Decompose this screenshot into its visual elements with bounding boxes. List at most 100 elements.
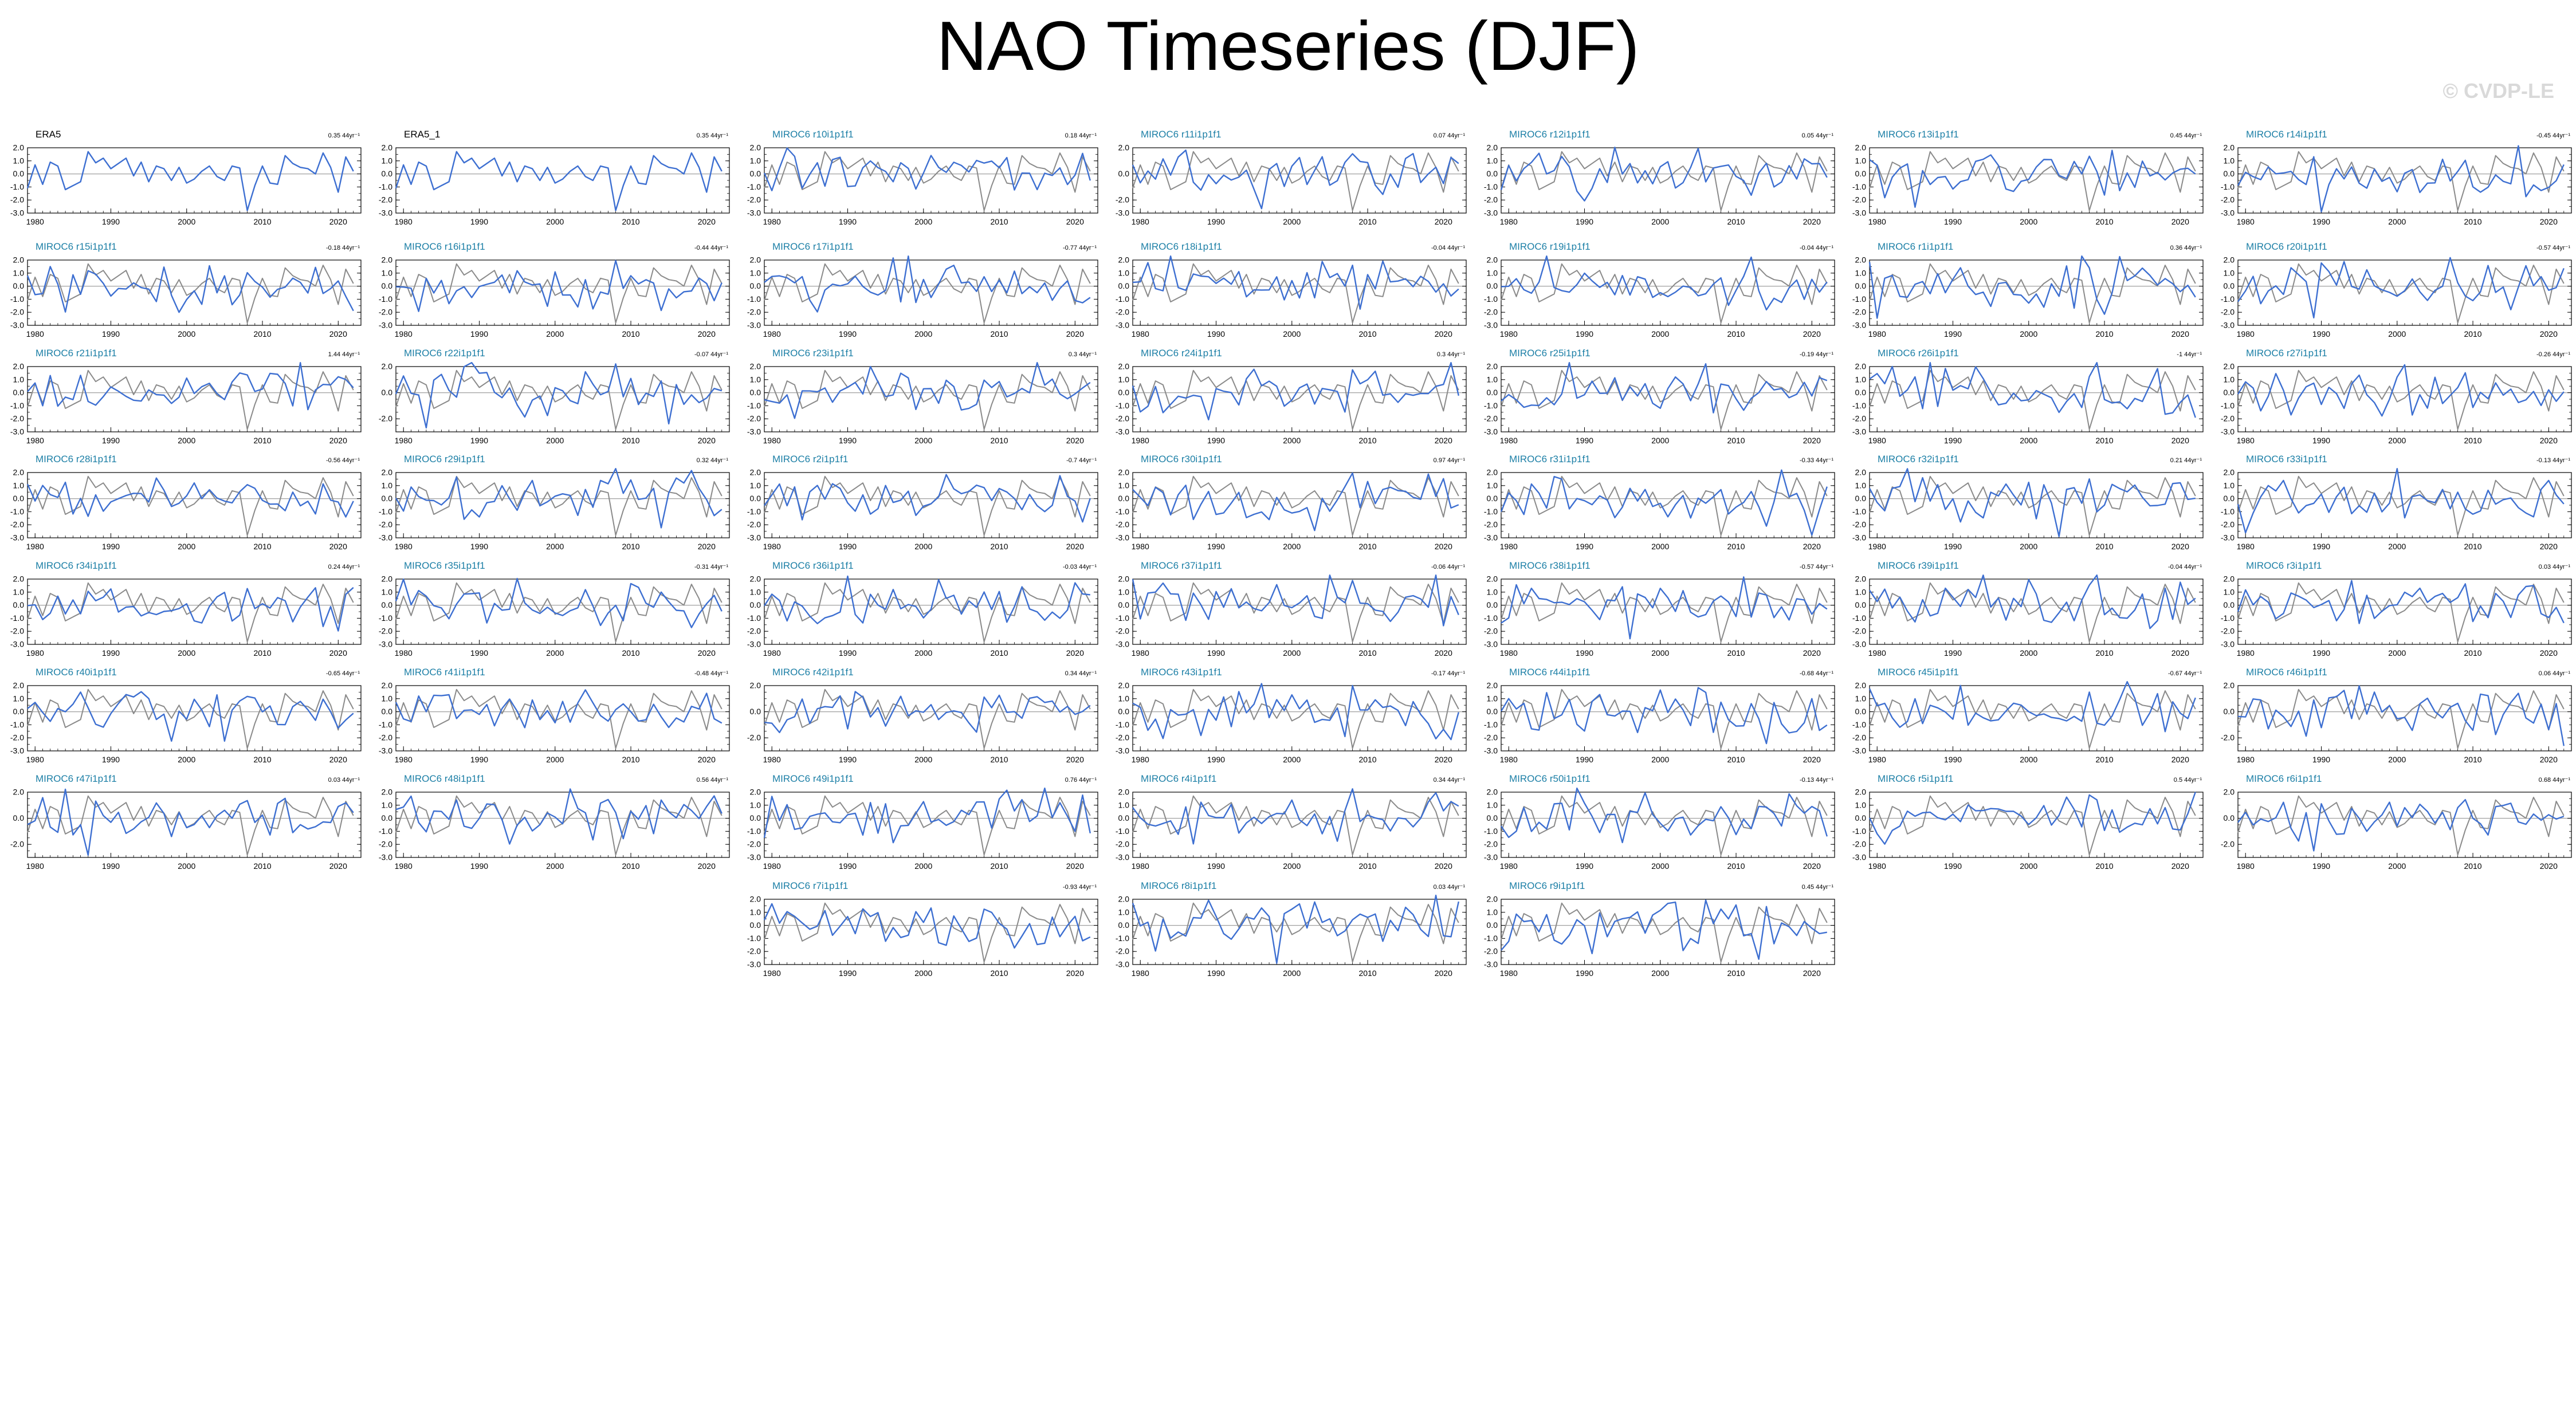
nao-panel: MIROC6 r46i1p1f1 0.06 44yr⁻¹ 2.0 0.0 -2.0 198… — [2221, 667, 2572, 764]
y-tick-label: 2.0 — [750, 895, 761, 904]
nao-panel: ERA5_1 0.35 44yr⁻¹2.01.00.0-1.0-2.0-3.019… — [379, 129, 730, 226]
x-tick-label: 1980 — [763, 436, 781, 445]
y-tick-label: -2.0 — [10, 733, 24, 742]
x-tick-label: 1980 — [1500, 329, 1518, 339]
trend-label: 0.34 44yr⁻¹ — [1065, 670, 1097, 677]
y-tick-label: -2.0 — [10, 414, 24, 423]
x-tick-label: 2010 — [253, 329, 271, 339]
y-tick-label: 0.0 — [1118, 707, 1130, 716]
x-tick-label: 2010 — [1727, 217, 1745, 226]
trend-label: 0.97 44yr⁻¹ — [1434, 457, 1466, 464]
plot-frame — [1869, 792, 2204, 858]
y-tick-label: 1.0 — [1487, 375, 1498, 384]
y-tick-label: 0.0 — [1487, 388, 1498, 397]
nao-panel: MIROC6 r47i1p1f1 0.03 44yr⁻¹ 2.0 0.0 -2.0 198… — [10, 773, 362, 871]
trend-label: 0.07 44yr⁻¹ — [1434, 132, 1466, 139]
nao-panel: MIROC6 r26i1p1f1 -1 44yr⁻¹ 2.0 1.0 0.0 -1.0 -2… — [1852, 348, 2204, 445]
obs-series-line — [1869, 688, 2196, 749]
y-tick-label: 0.0 — [13, 707, 25, 716]
x-tick-label: 1980 — [26, 542, 44, 551]
y-tick-label: 0.0 — [382, 494, 393, 503]
x-tick-label: 2010 — [1358, 648, 1376, 658]
x-tick-label: 2020 — [329, 329, 347, 339]
x-tick-label: 2020 — [698, 861, 716, 871]
y-tick-label: 2.0 — [750, 681, 761, 690]
plot-frame — [2237, 472, 2572, 538]
y-tick-label: 1.0 — [13, 587, 25, 596]
x-tick-label: 1990 — [839, 755, 857, 764]
x-tick-label: 2000 — [2388, 436, 2406, 445]
y-tick-label: 1.0 — [382, 587, 393, 596]
trend-label: -0.77 44yr⁻¹ — [1063, 245, 1097, 251]
obs-series-line — [1132, 369, 1459, 430]
ensemble-series-line — [1501, 362, 1828, 414]
x-tick-label: 2010 — [2095, 436, 2113, 445]
obs-series-line — [1501, 688, 1828, 749]
x-tick-label: 2020 — [2540, 329, 2558, 339]
y-tick-label: 2.0 — [2224, 468, 2235, 477]
trend-label: 1.44 44yr⁻¹ — [328, 351, 360, 358]
y-tick-label: -3.0 — [379, 640, 392, 649]
x-tick-label: 1990 — [1944, 542, 1962, 551]
y-tick-label: 2.0 — [2224, 362, 2235, 371]
nao-panel: MIROC6 r44i1p1f1 -0.68 44yr⁻¹ 2.0 1.0 0.0 -1.… — [1484, 667, 1835, 764]
y-tick-label: 2.0 — [382, 143, 393, 152]
panel-title: MIROC6 r38i1p1f1 — [1509, 560, 1591, 571]
y-tick-label: 2.0 — [750, 143, 761, 152]
y-tick-label: -2.0 — [2221, 195, 2235, 204]
x-tick-label: 2020 — [1435, 436, 1452, 445]
plot-frame — [27, 685, 362, 751]
y-tick-label: 1.0 — [2224, 375, 2235, 384]
x-tick-label: 1990 — [2312, 329, 2330, 339]
x-tick-label: 2020 — [2540, 648, 2558, 658]
x-tick-label: 2020 — [2171, 217, 2189, 226]
y-tick-label: 1.0 — [1855, 375, 1867, 384]
y-tick-label: -2.0 — [379, 520, 392, 529]
y-tick-label: 0.0 — [1118, 813, 1130, 822]
y-tick-label: 2.0 — [2224, 788, 2235, 797]
trend-label: -0.18 44yr⁻¹ — [326, 245, 360, 251]
x-tick-label: 2020 — [1066, 436, 1084, 445]
y-tick-label: -2.0 — [2221, 627, 2235, 636]
y-tick-label: -2.0 — [747, 840, 761, 849]
x-tick-label: 1980 — [1868, 861, 1886, 871]
panel-title: MIROC6 r31i1p1f1 — [1509, 454, 1591, 465]
x-tick-label: 2010 — [1358, 861, 1376, 871]
y-tick-label: 1.0 — [13, 694, 25, 703]
panel-title: MIROC6 r5i1p1f1 — [1878, 773, 1953, 784]
x-tick-label: 2000 — [178, 217, 195, 226]
nao-panel: MIROC6 r19i1p1f1 -0.04 44yr⁻¹ 2.0 1.0 0.0 -1.… — [1484, 241, 1835, 339]
panel-title: MIROC6 r39i1p1f1 — [1878, 560, 1959, 571]
y-tick-label: -1.0 — [747, 934, 761, 943]
y-tick-label: 2.0 — [1855, 788, 1867, 797]
y-tick-label: 1.0 — [2224, 268, 2235, 277]
ensemble-series-line — [1869, 574, 2196, 629]
y-tick-label: 2.0 — [750, 468, 761, 477]
panel-title: MIROC6 r30i1p1f1 — [1141, 454, 1222, 465]
trend-label: 0.18 44yr⁻¹ — [1065, 132, 1097, 139]
x-tick-label: 2020 — [1435, 755, 1452, 764]
y-tick-label: -3.0 — [1484, 853, 1498, 862]
y-tick-label: 2.0 — [13, 681, 25, 690]
x-tick-label: 2010 — [1727, 436, 1745, 445]
nao-panel: MIROC6 r50i1p1f1 -0.13 44yr⁻¹ 2.0 1.0 0.0 -1.… — [1484, 773, 1835, 871]
x-tick-label: 1980 — [763, 329, 781, 339]
y-tick-label: -1.0 — [1852, 182, 1866, 191]
trend-label: 0.76 44yr⁻¹ — [1065, 777, 1097, 784]
x-tick-label: 1980 — [1868, 542, 1886, 551]
panel-title: MIROC6 r29i1p1f1 — [404, 454, 485, 465]
obs-series-line — [764, 795, 1091, 856]
obs-series-line — [764, 688, 1091, 749]
y-tick-label: -1.0 — [747, 401, 761, 410]
x-tick-label: 1980 — [1500, 861, 1518, 871]
plot-frame — [1869, 147, 2204, 214]
x-tick-label: 1990 — [839, 329, 857, 339]
x-tick-label: 2000 — [1651, 648, 1669, 658]
panel-title: MIROC6 r13i1p1f1 — [1878, 129, 1959, 140]
x-tick-label: 2020 — [2171, 861, 2189, 871]
y-tick-label: -3.0 — [1484, 746, 1498, 755]
y-tick-label: 1.0 — [750, 268, 761, 277]
y-tick-label: -2.0 — [379, 195, 392, 204]
nao-panel: MIROC6 r22i1p1f1 -0.07 44yr⁻¹ 2.0 0.0 -2.0 19… — [379, 348, 730, 445]
